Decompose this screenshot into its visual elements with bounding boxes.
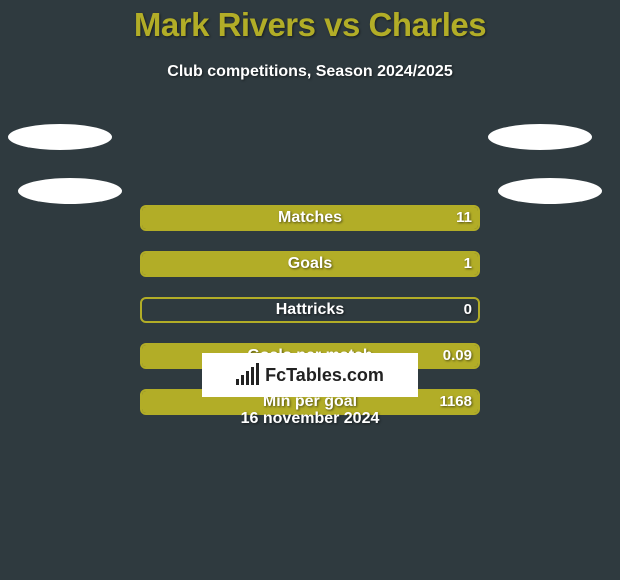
stat-value-right: 0 — [464, 297, 472, 323]
logo-bars-icon — [236, 365, 259, 385]
stat-value-right: 11 — [456, 205, 472, 231]
stat-row: Matches11 — [0, 205, 620, 233]
stat-label: Hattricks — [140, 297, 480, 323]
date-stamp: 16 november 2024 — [0, 410, 620, 428]
source-logo: FcTables.com — [202, 353, 418, 397]
stat-value-right: 0.09 — [443, 343, 472, 369]
player-oval-left — [8, 124, 112, 150]
stat-label: Matches — [140, 205, 480, 231]
stat-label: Goals — [140, 251, 480, 277]
page-title: Mark Rivers vs Charles — [0, 0, 620, 44]
stat-row: Hattricks0 — [0, 297, 620, 325]
logo-text: FcTables.com — [265, 365, 384, 386]
page-subtitle: Club competitions, Season 2024/2025 — [0, 63, 620, 81]
stat-value-right: 1 — [464, 251, 472, 277]
player-oval-right — [498, 178, 602, 204]
stat-row: Goals1 — [0, 251, 620, 279]
player-oval-right — [488, 124, 592, 150]
player-oval-left — [18, 178, 122, 204]
